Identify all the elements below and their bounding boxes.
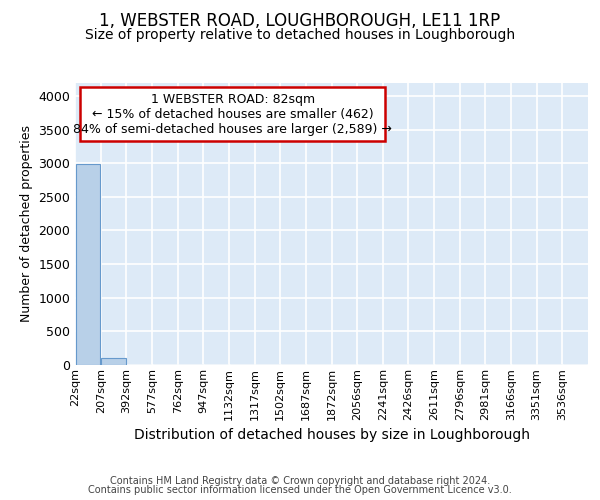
Bar <box>76 164 100 365</box>
Text: 1, WEBSTER ROAD, LOUGHBOROUGH, LE11 1RP: 1, WEBSTER ROAD, LOUGHBOROUGH, LE11 1RP <box>100 12 500 30</box>
Bar <box>101 358 125 365</box>
Text: Contains HM Land Registry data © Crown copyright and database right 2024.: Contains HM Land Registry data © Crown c… <box>110 476 490 486</box>
Text: 84% of semi-detached houses are larger (2,589) →: 84% of semi-detached houses are larger (… <box>73 122 392 136</box>
FancyBboxPatch shape <box>80 87 385 141</box>
Text: ← 15% of detached houses are smaller (462): ← 15% of detached houses are smaller (46… <box>92 108 374 120</box>
X-axis label: Distribution of detached houses by size in Loughborough: Distribution of detached houses by size … <box>133 428 530 442</box>
Y-axis label: Number of detached properties: Number of detached properties <box>20 125 33 322</box>
Text: Size of property relative to detached houses in Loughborough: Size of property relative to detached ho… <box>85 28 515 42</box>
Text: 1 WEBSTER ROAD: 82sqm: 1 WEBSTER ROAD: 82sqm <box>151 92 315 106</box>
Text: Contains public sector information licensed under the Open Government Licence v3: Contains public sector information licen… <box>88 485 512 495</box>
